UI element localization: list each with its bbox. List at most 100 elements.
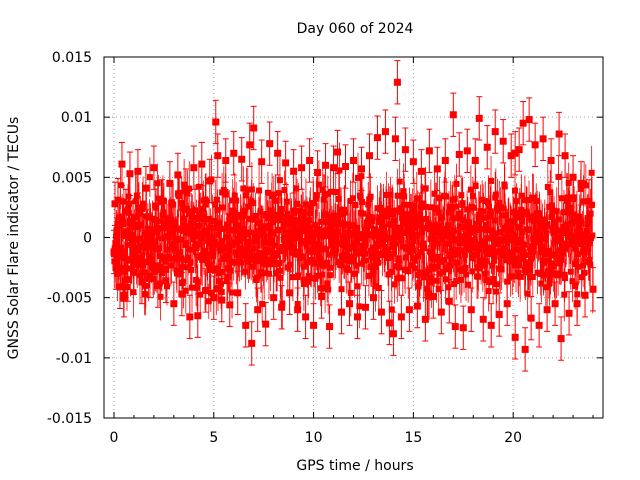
data-point [351,230,358,237]
data-point [336,167,343,174]
data-point [267,223,274,230]
data-point [431,190,438,197]
data-point [336,259,343,266]
data-point [289,244,296,251]
data-point [367,193,374,200]
data-point [266,140,274,148]
data-point [207,289,214,296]
data-point [157,253,164,260]
data-point [407,212,414,219]
data-point [282,239,289,246]
data-point [126,200,133,207]
data-point [194,284,201,291]
data-point [393,207,400,214]
data-point [526,196,533,203]
data-point [465,281,472,288]
data-point [423,216,430,223]
data-point [120,291,128,299]
data-point [272,214,279,221]
data-point [396,178,403,185]
data-point [146,214,153,221]
data-point [490,276,497,283]
data-point [532,238,539,245]
data-point [162,277,170,285]
data-point [276,248,283,255]
data-point [295,272,302,279]
data-point [289,274,296,281]
data-point [444,222,451,229]
data-point [527,314,535,322]
y-tick-label: -0.005 [47,291,92,307]
data-point [553,208,560,215]
data-point [146,174,153,181]
data-point [544,221,551,228]
data-point [449,205,456,212]
data-point [475,212,482,219]
data-point [352,201,359,208]
data-point [259,254,266,261]
data-point [511,232,518,239]
data-point [453,180,460,187]
data-point [154,282,162,290]
data-point [138,278,146,286]
data-point [528,216,535,223]
data-point [479,196,486,203]
data-point [350,156,357,164]
data-point [115,252,122,259]
data-point [394,192,401,199]
data-point [374,205,381,212]
data-point [391,218,398,225]
data-point [555,130,563,138]
data-point [375,284,382,291]
data-point [347,289,354,296]
data-point [330,164,338,172]
data-point [145,243,152,250]
data-point [486,279,493,286]
data-point [240,185,247,192]
data-point [573,300,581,308]
dense-data-cloud [110,142,596,335]
data-point [210,217,217,224]
data-point [320,196,327,203]
data-point [451,236,458,243]
data-point [321,191,328,198]
data-point [112,264,120,272]
data-point [544,183,551,190]
data-point [526,227,533,234]
data-point [495,311,503,319]
data-point [311,260,318,267]
data-point [475,265,482,272]
data-point [429,292,437,300]
data-point [326,323,334,331]
data-point [246,141,254,149]
data-point [441,257,448,264]
data-point [312,221,319,228]
data-point [266,212,273,219]
data-point [492,191,499,198]
data-point [302,201,309,208]
data-point [322,161,330,169]
data-point [210,294,218,302]
data-point [403,211,410,218]
data-point [487,321,495,329]
data-point [473,220,480,227]
data-point [234,289,242,297]
data-point [174,171,182,179]
data-point [304,238,311,245]
data-point [337,262,344,269]
data-point [463,271,470,278]
data-point [155,218,162,225]
data-point [148,260,155,267]
data-point [366,232,373,239]
data-point [320,228,327,235]
data-point [118,253,125,260]
data-point [577,179,585,187]
data-point [408,234,415,241]
data-point [409,208,416,215]
data-point [217,247,224,254]
data-point [354,283,361,290]
data-point [412,265,419,272]
data-point [488,177,495,184]
data-point [494,236,501,243]
data-point [529,273,536,280]
